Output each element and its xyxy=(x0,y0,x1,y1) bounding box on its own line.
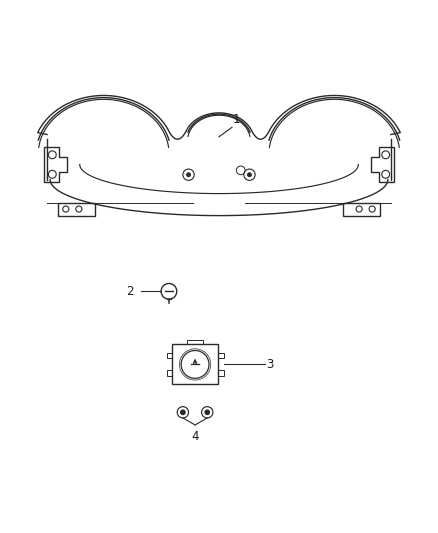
Bar xyxy=(166,353,172,359)
Bar xyxy=(172,344,218,384)
Bar xyxy=(218,370,223,376)
Circle shape xyxy=(187,173,190,176)
Circle shape xyxy=(181,410,185,415)
Text: 3: 3 xyxy=(266,358,273,371)
Text: 1: 1 xyxy=(233,114,240,126)
Circle shape xyxy=(248,173,251,176)
Bar xyxy=(58,203,95,215)
Bar xyxy=(187,340,203,344)
Circle shape xyxy=(205,410,209,415)
Text: 4: 4 xyxy=(191,430,199,443)
Bar xyxy=(343,203,380,215)
Bar xyxy=(218,353,223,359)
Bar xyxy=(166,370,172,376)
Text: 2: 2 xyxy=(126,285,134,298)
